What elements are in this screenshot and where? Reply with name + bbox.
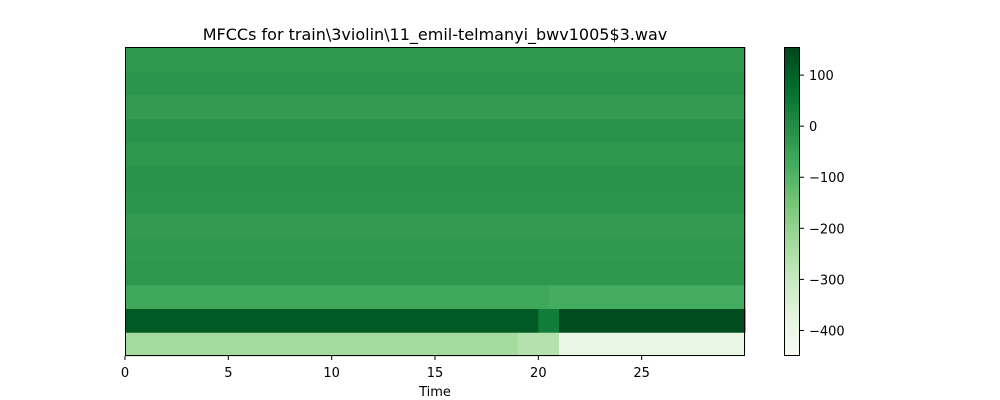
plot-frame <box>125 47 745 356</box>
heatmap-cell-coef-1 <box>538 308 560 333</box>
x-tick-label: 5 <box>224 366 232 381</box>
x-tick-label: 10 <box>323 366 340 381</box>
x-tick-label: 20 <box>530 366 547 381</box>
heatmap-cell-coef-5 <box>125 213 746 238</box>
colorbar-tick-label: −100 <box>809 171 845 186</box>
colorbar-tick-label: −400 <box>809 324 845 339</box>
heatmap-cell-coef-7 <box>125 165 746 191</box>
x-tick-label: 25 <box>633 366 650 381</box>
heatmap-cell-coef-8 <box>125 142 746 167</box>
heatmap-cell-coef-0 <box>517 332 560 357</box>
colorbar-tick-label: −300 <box>809 273 845 288</box>
colorbar <box>784 47 800 356</box>
colorbar-tick-label: −200 <box>809 222 845 237</box>
x-tick-label: 0 <box>121 366 129 381</box>
heatmap-cell-coef-4 <box>125 237 746 262</box>
colorbar-axis: 100 0 −100 −200 −300 −400 <box>800 69 845 339</box>
heatmap-cell-coef-3 <box>125 260 746 286</box>
heatmap-cell-coef-0 <box>125 332 519 357</box>
x-axis: 0 5 10 15 20 25 <box>121 356 650 381</box>
heatmap-cell-coef-1 <box>559 308 746 333</box>
heatmap-cell-coef-2 <box>548 284 746 309</box>
heatmap-cell-coef-6 <box>125 189 746 214</box>
chart-title: MFCCs for train\3violin\11_emil-telmanyi… <box>203 25 668 45</box>
heatmap-cell-coef-1 <box>125 308 539 333</box>
heatmap <box>125 47 746 357</box>
heatmap-cell-coef-10 <box>125 94 746 119</box>
heatmap-cell-coef-0 <box>559 332 746 357</box>
x-tick-label: 15 <box>427 366 444 381</box>
heatmap-cell-coef-2 <box>125 284 550 309</box>
colorbar-tick-label: 0 <box>809 120 817 135</box>
x-axis-label: Time <box>418 385 451 400</box>
heatmap-cell-coef-11 <box>125 70 746 96</box>
heatmap-cell-coef-9 <box>125 118 746 143</box>
colorbar-tick-label: 100 <box>809 69 834 84</box>
heatmap-cell-coef-12 <box>125 47 746 72</box>
